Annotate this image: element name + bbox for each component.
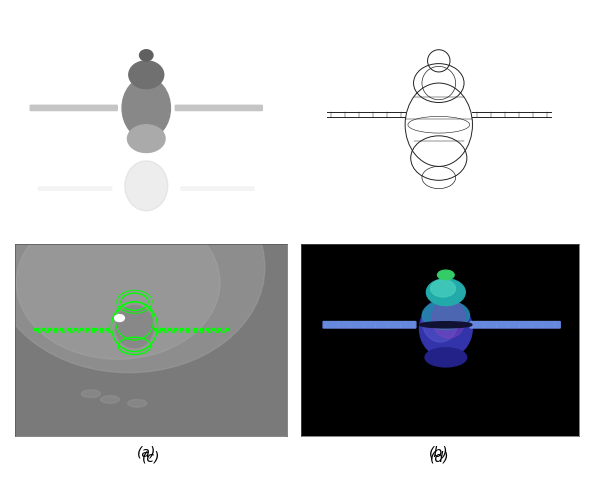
Ellipse shape (425, 348, 467, 367)
Bar (85, 331, 87, 332)
Ellipse shape (81, 390, 100, 398)
FancyBboxPatch shape (181, 187, 254, 190)
Text: (c): (c) (142, 450, 160, 465)
Bar (205, 328, 208, 330)
Bar (167, 328, 170, 330)
Ellipse shape (100, 396, 119, 403)
Ellipse shape (422, 300, 458, 342)
Ellipse shape (0, 162, 265, 373)
FancyBboxPatch shape (470, 321, 560, 328)
Ellipse shape (122, 78, 171, 138)
Ellipse shape (422, 301, 469, 330)
Ellipse shape (125, 161, 168, 211)
Ellipse shape (438, 270, 454, 280)
Bar (212, 328, 215, 330)
Ellipse shape (432, 300, 465, 338)
Bar (154, 328, 157, 330)
Circle shape (115, 315, 124, 321)
FancyBboxPatch shape (30, 105, 117, 111)
FancyBboxPatch shape (176, 105, 262, 111)
Bar (192, 328, 196, 330)
Bar (53, 331, 56, 332)
Ellipse shape (426, 279, 465, 306)
Bar (186, 331, 189, 332)
Bar (54, 328, 57, 330)
Text: (d): (d) (430, 450, 450, 465)
Bar (99, 328, 102, 330)
Bar (61, 331, 64, 332)
Bar (76, 331, 79, 332)
Bar (219, 328, 221, 330)
Bar (173, 328, 177, 330)
Bar (67, 328, 70, 330)
Ellipse shape (128, 125, 165, 152)
Text: (b): (b) (429, 445, 448, 460)
Bar (93, 328, 96, 330)
Bar (69, 331, 72, 332)
Bar (86, 328, 89, 330)
Text: (a): (a) (137, 445, 156, 460)
Ellipse shape (430, 280, 456, 297)
Bar (179, 331, 181, 332)
Ellipse shape (420, 300, 472, 357)
Bar (201, 331, 203, 332)
Bar (105, 328, 109, 330)
Bar (45, 331, 48, 332)
Bar (108, 331, 111, 332)
Bar (161, 328, 164, 330)
Bar (100, 331, 103, 332)
Bar (35, 328, 38, 330)
Bar (199, 328, 202, 330)
Bar (41, 328, 44, 330)
Bar (47, 328, 51, 330)
Ellipse shape (140, 50, 153, 61)
Bar (215, 331, 218, 332)
Bar (60, 328, 63, 330)
Bar (38, 331, 40, 332)
Bar (208, 331, 210, 332)
Bar (164, 331, 167, 332)
Bar (157, 331, 160, 332)
Bar (186, 328, 189, 330)
Bar (180, 328, 183, 330)
Bar (79, 328, 83, 330)
Ellipse shape (129, 61, 164, 89)
Ellipse shape (16, 206, 220, 359)
FancyBboxPatch shape (39, 187, 112, 190)
Bar (93, 331, 95, 332)
Bar (193, 331, 196, 332)
FancyBboxPatch shape (323, 321, 416, 328)
Bar (224, 328, 228, 330)
Bar (222, 331, 225, 332)
Bar (171, 331, 174, 332)
Bar (73, 328, 76, 330)
Ellipse shape (420, 322, 472, 328)
Ellipse shape (115, 306, 153, 348)
Ellipse shape (128, 399, 147, 407)
